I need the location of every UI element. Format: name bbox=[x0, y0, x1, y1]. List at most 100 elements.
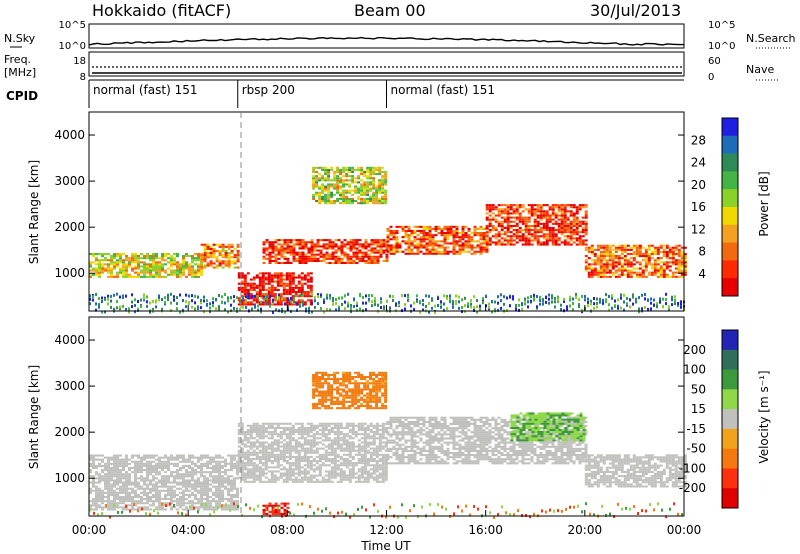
velocity-cell bbox=[200, 462, 203, 465]
power-cell bbox=[218, 305, 220, 309]
power-cell bbox=[590, 267, 594, 270]
power-cell bbox=[349, 261, 353, 264]
power-cell bbox=[314, 296, 316, 300]
power-cell bbox=[665, 257, 669, 260]
velocity-cell bbox=[164, 485, 167, 488]
power-cell bbox=[479, 227, 483, 230]
power-cell bbox=[339, 173, 343, 176]
velocity-cell bbox=[321, 447, 325, 450]
power-cell bbox=[298, 257, 302, 260]
power-cell bbox=[551, 237, 555, 240]
freq-left-tick-bottom: 8 bbox=[80, 72, 86, 83]
power-cell bbox=[407, 234, 411, 237]
velocity-cell bbox=[285, 428, 289, 431]
power-cell bbox=[668, 265, 672, 268]
power-cell bbox=[197, 269, 200, 272]
velocity-cell bbox=[146, 500, 149, 503]
power-cell bbox=[467, 250, 471, 253]
velocity-cell bbox=[294, 460, 298, 463]
power-cell bbox=[288, 282, 292, 285]
velocity-cell bbox=[236, 464, 239, 467]
power-cell bbox=[644, 265, 648, 268]
velocity-cell bbox=[285, 449, 289, 452]
power-cell bbox=[623, 248, 627, 251]
power-cell bbox=[258, 286, 262, 289]
velocity-cell bbox=[212, 485, 215, 488]
power-cell bbox=[521, 303, 523, 307]
power-cell bbox=[557, 231, 561, 234]
power-cell bbox=[278, 293, 280, 297]
power-cell bbox=[626, 263, 630, 266]
power-cell bbox=[281, 307, 283, 311]
velocity-cell bbox=[185, 479, 188, 482]
velocity-cell bbox=[155, 458, 158, 461]
power-cell bbox=[188, 294, 190, 298]
velocity-cell bbox=[167, 498, 170, 501]
power-cell bbox=[158, 271, 161, 274]
power-cell bbox=[587, 304, 589, 308]
velocity-cell bbox=[134, 464, 137, 467]
power-cell bbox=[599, 269, 603, 272]
power-cell bbox=[267, 278, 271, 281]
velocity-cell bbox=[300, 426, 304, 429]
power-cell bbox=[554, 237, 558, 240]
velocity-cell bbox=[98, 506, 101, 509]
power-cell bbox=[327, 200, 331, 203]
power-cell bbox=[581, 204, 585, 207]
power-cell bbox=[309, 286, 313, 289]
power-cell bbox=[327, 187, 331, 190]
velocity-cell bbox=[194, 506, 197, 509]
velocity-cell bbox=[125, 462, 128, 465]
velocity-cell bbox=[119, 471, 122, 474]
power-cell bbox=[620, 293, 622, 297]
velocity-cell bbox=[146, 464, 149, 467]
power-cell bbox=[306, 274, 310, 277]
velocity-cell bbox=[258, 462, 262, 465]
velocity-cell bbox=[261, 464, 265, 467]
velocity-cell bbox=[236, 500, 239, 503]
velocity-cell bbox=[252, 468, 256, 471]
power-cell bbox=[276, 282, 280, 285]
power-cell bbox=[662, 269, 666, 272]
velocity-cell bbox=[249, 445, 253, 448]
power-cell bbox=[563, 224, 567, 227]
power-cell bbox=[367, 243, 371, 246]
power-cell bbox=[363, 183, 367, 186]
velocity-cell bbox=[303, 478, 307, 481]
power-cell bbox=[92, 298, 94, 302]
power-cell bbox=[614, 246, 618, 249]
power-cell bbox=[152, 265, 155, 268]
power-cell bbox=[551, 296, 553, 300]
velocity-cell bbox=[237, 466, 241, 469]
y-tick-label: 2000 bbox=[54, 220, 85, 234]
power-cell bbox=[572, 216, 576, 219]
power-cell bbox=[324, 166, 328, 169]
velocity-cell bbox=[240, 462, 244, 465]
power-cell bbox=[623, 263, 627, 266]
power-cell bbox=[212, 297, 214, 301]
power-cell bbox=[656, 250, 660, 253]
power-cell bbox=[143, 273, 146, 276]
velocity-cell bbox=[309, 445, 313, 448]
power-cell bbox=[209, 302, 211, 306]
power-cell bbox=[587, 263, 591, 266]
power-cell bbox=[545, 216, 549, 219]
power-cell bbox=[386, 246, 390, 249]
velocity-cell bbox=[276, 443, 280, 446]
power-cell bbox=[107, 269, 110, 272]
velocity-cell bbox=[309, 428, 313, 431]
power-cell bbox=[680, 259, 684, 262]
power-cell bbox=[563, 208, 567, 211]
power-cell bbox=[536, 237, 540, 240]
velocity-cell bbox=[215, 489, 218, 492]
velocity-cell bbox=[116, 506, 119, 509]
power-cell bbox=[360, 200, 364, 203]
power-cell bbox=[218, 308, 220, 311]
power-cell bbox=[434, 244, 438, 247]
velocity-cell bbox=[182, 500, 185, 503]
velocity-cell bbox=[182, 483, 185, 486]
velocity-cell bbox=[209, 489, 212, 492]
velocity-cell bbox=[276, 458, 280, 461]
power-cell bbox=[383, 306, 385, 310]
velocity-cell bbox=[285, 478, 289, 481]
